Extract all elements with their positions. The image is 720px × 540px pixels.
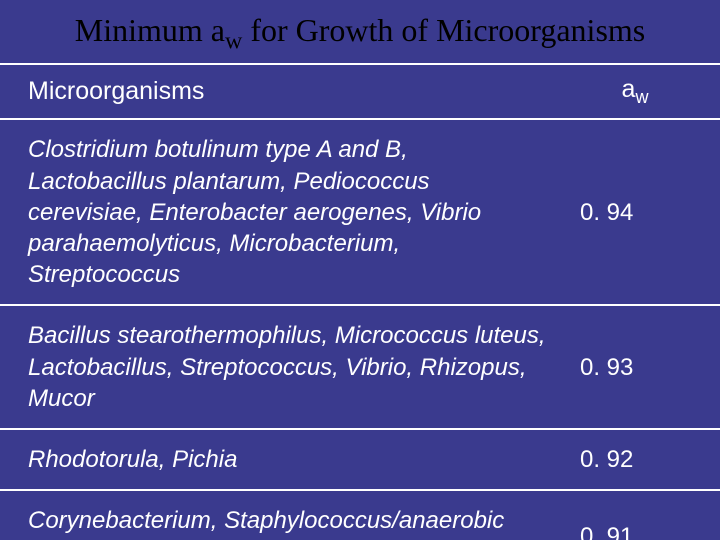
aw-cell: 0. 93 <box>570 305 720 429</box>
table-row: Bacillus stearothermophilus, Micrococcus… <box>0 305 720 429</box>
slide-title: Minimum aw for Growth of Microorganisms <box>0 0 720 63</box>
header-aw-main: a <box>622 75 636 103</box>
aw-cell: 0. 94 <box>570 119 720 305</box>
title-subscript: w <box>225 28 242 54</box>
table-row: Clostridium botulinum type A and B, Lact… <box>0 119 720 305</box>
aw-cell: 0. 92 <box>570 429 720 490</box>
header-aw: aw <box>570 64 720 119</box>
organisms-cell: Rhodotorula, Pichia <box>0 429 570 490</box>
title-prefix: Minimum a <box>75 12 225 48</box>
header-microorganisms: Microorganisms <box>0 64 570 119</box>
aw-cell: 0. 91 <box>570 490 720 540</box>
title-suffix: for Growth of Microorganisms <box>242 12 645 48</box>
table-row: Corynebacterium, Staphylococcus/anaerobi… <box>0 490 720 540</box>
slide-container: Minimum aw for Growth of Microorganisms … <box>0 0 720 540</box>
organisms-cell: Corynebacterium, Staphylococcus/anaerobi… <box>0 490 570 540</box>
aw-table: Microorganisms aw Clostridium botulinum … <box>0 63 720 540</box>
organisms-cell: Bacillus stearothermophilus, Micrococcus… <box>0 305 570 429</box>
organisms-cell: Clostridium botulinum type A and B, Lact… <box>0 119 570 305</box>
header-aw-sub: w <box>635 87 648 107</box>
table-row: Rhodotorula, Pichia 0. 92 <box>0 429 720 490</box>
table-header-row: Microorganisms aw <box>0 64 720 119</box>
